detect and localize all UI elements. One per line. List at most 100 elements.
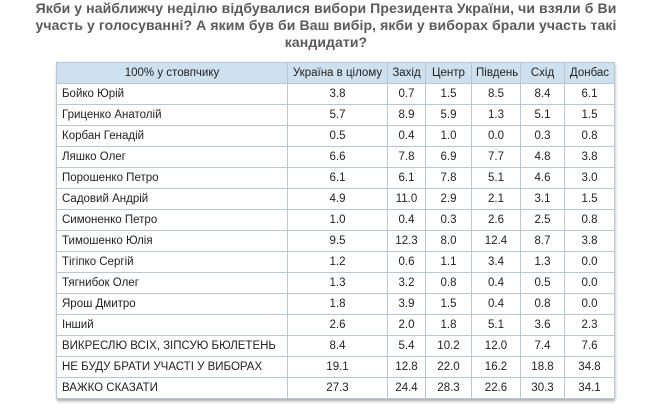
- candidate-name-cell: Гриценко Анатолій: [56, 104, 288, 126]
- ukraine-total-cell: 0.5: [287, 125, 388, 147]
- west-cell: 0.4: [387, 125, 426, 147]
- header-center: Центр: [425, 62, 472, 84]
- ukraine-total-cell: 1.8: [287, 293, 388, 315]
- center-cell: 5.9: [425, 104, 472, 126]
- west-cell: 12.8: [387, 356, 426, 378]
- south-cell: 2.1: [471, 188, 521, 210]
- west-cell: 24.4: [387, 377, 426, 399]
- center-cell: 8.0: [425, 230, 472, 252]
- table-row: НЕ БУДУ БРАТИ УЧАСТІ У ВИБОРАХ 19.1 12.8 22…: [56, 356, 615, 378]
- results-table: 100% у стовпчику Україна в цілому Захід …: [56, 62, 615, 399]
- donbas-cell: 3.8: [564, 146, 615, 168]
- table-row: Гриценко Анатолій 5.7 8.9 5.9 1.3 5.1 1.5: [56, 104, 615, 126]
- south-cell: 16.2: [471, 356, 521, 378]
- south-cell: 2.6: [471, 209, 521, 231]
- table-row: Порошенко Петро 6.1 6.1 7.8 5.1 4.6 3.0: [56, 167, 615, 189]
- south-cell: 0.4: [471, 293, 521, 315]
- west-cell: 0.7: [387, 83, 426, 105]
- table-row: ВАЖКО СКАЗАТИ 27.3 24.4 28.3 22.6 30.3 34.1: [56, 377, 615, 399]
- ukraine-total-cell: 8.4: [287, 335, 388, 357]
- donbas-cell: 0.8: [564, 125, 615, 147]
- east-cell: 0.5: [520, 272, 565, 294]
- center-cell: 1.5: [425, 83, 472, 105]
- table-row: Бойко Юрій 3.8 0.7 1.5 8.5 8.4 6.1: [56, 83, 615, 105]
- west-cell: 12.3: [387, 230, 426, 252]
- candidate-name-cell: Тягнибок Олег: [56, 272, 288, 294]
- donbas-cell: 0.0: [564, 251, 615, 273]
- donbas-cell: 6.1: [564, 83, 615, 105]
- east-cell: 4.6: [520, 167, 565, 189]
- ukraine-total-cell: 19.1: [287, 356, 388, 378]
- table-body: Бойко Юрій 3.8 0.7 1.5 8.5 8.4 6.1 Гриценко Ана…: [56, 83, 615, 399]
- south-cell: 5.1: [471, 314, 521, 336]
- table-row: Симоненко Петро 1.0 0.4 0.3 2.6 2.5 0.8: [56, 209, 615, 231]
- table-row: Ляшко Олег 6.6 7.8 6.9 7.7 4.8 3.8: [56, 146, 615, 168]
- center-cell: 0.8: [425, 272, 472, 294]
- donbas-cell: 0.0: [564, 293, 615, 315]
- donbas-cell: 3.0: [564, 167, 615, 189]
- center-cell: 22.0: [425, 356, 472, 378]
- east-cell: 8.4: [520, 83, 565, 105]
- table-row: Тягнибок Олег 1.3 3.2 0.8 0.4 0.5 0.0: [56, 272, 615, 294]
- east-cell: 4.8: [520, 146, 565, 168]
- donbas-cell: 3.8: [564, 230, 615, 252]
- south-cell: 0.4: [471, 272, 521, 294]
- ukraine-total-cell: 1.0: [287, 209, 388, 231]
- east-cell: 18.8: [520, 356, 565, 378]
- header-scope: 100% у стовпчику: [56, 62, 288, 84]
- east-cell: 3.6: [520, 314, 565, 336]
- header-south: Південь: [471, 62, 521, 84]
- ukraine-total-cell: 1.2: [287, 251, 388, 273]
- south-cell: 0.0: [471, 125, 521, 147]
- donbas-cell: 34.8: [564, 356, 615, 378]
- candidate-name-cell: Ляшко Олег: [56, 146, 288, 168]
- ukraine-total-cell: 1.3: [287, 272, 388, 294]
- candidate-name-cell: Ярош Дмитро: [56, 293, 288, 315]
- table-row: Тимошенко Юлія 9.5 12.3 8.0 12.4 8.7 3.8: [56, 230, 615, 252]
- header-west: Захід: [387, 62, 426, 84]
- candidate-name-cell: Садовий Андрій: [56, 188, 288, 210]
- title-line-2: участь у голосуванні? А яким був би Ваш …: [35, 17, 617, 33]
- ukraine-total-cell: 27.3: [287, 377, 388, 399]
- center-cell: 10.2: [425, 335, 472, 357]
- east-cell: 5.1: [520, 104, 565, 126]
- center-cell: 1.8: [425, 314, 472, 336]
- east-cell: 8.7: [520, 230, 565, 252]
- ukraine-total-cell: 2.6: [287, 314, 388, 336]
- ukraine-total-cell: 4.9: [287, 188, 388, 210]
- donbas-cell: 7.6: [564, 335, 615, 357]
- west-cell: 3.2: [387, 272, 426, 294]
- east-cell: 2.5: [520, 209, 565, 231]
- donbas-cell: 0.0: [564, 272, 615, 294]
- center-cell: 6.9: [425, 146, 472, 168]
- table-row: Ярош Дмитро 1.8 3.9 1.5 0.4 0.8 0.0: [56, 293, 615, 315]
- west-cell: 8.9: [387, 104, 426, 126]
- table-row: Тігіпко Сергій 1.2 0.6 1.1 3.4 1.3 0.0: [56, 251, 615, 273]
- candidate-name-cell: ВАЖКО СКАЗАТИ: [56, 377, 288, 399]
- candidate-name-cell: Симоненко Петро: [56, 209, 288, 231]
- south-cell: 12.4: [471, 230, 521, 252]
- east-cell: 0.3: [520, 125, 565, 147]
- east-cell: 3.1: [520, 188, 565, 210]
- center-cell: 1.1: [425, 251, 472, 273]
- candidate-name-cell: ВИКРЕСЛЮ ВСІХ, ЗІПСУЮ БЮЛЕТЕНЬ: [56, 335, 288, 357]
- west-cell: 11.0: [387, 188, 426, 210]
- table-row: Садовий Андрій 4.9 11.0 2.9 2.1 3.1 1.5: [56, 188, 615, 210]
- west-cell: 0.6: [387, 251, 426, 273]
- east-cell: 30.3: [520, 377, 565, 399]
- title-line-3: кандидати?: [284, 34, 368, 50]
- west-cell: 0.4: [387, 209, 426, 231]
- center-cell: 2.9: [425, 188, 472, 210]
- candidate-name-cell: Порошенко Петро: [56, 167, 288, 189]
- header-ukraine-total: Україна в цілому: [287, 62, 388, 84]
- south-cell: 7.7: [471, 146, 521, 168]
- page-title: Якби у найближчу неділю відбувалися вибо…: [0, 0, 652, 51]
- west-cell: 3.9: [387, 293, 426, 315]
- west-cell: 6.1: [387, 167, 426, 189]
- candidate-name-cell: НЕ БУДУ БРАТИ УЧАСТІ У ВИБОРАХ: [56, 356, 288, 378]
- center-cell: 1.0: [425, 125, 472, 147]
- table-header-row: 100% у стовпчику Україна в цілому Захід …: [56, 62, 615, 84]
- candidate-name-cell: Корбан Генадій: [56, 125, 288, 147]
- donbas-cell: 1.5: [564, 188, 615, 210]
- donbas-cell: 0.8: [564, 209, 615, 231]
